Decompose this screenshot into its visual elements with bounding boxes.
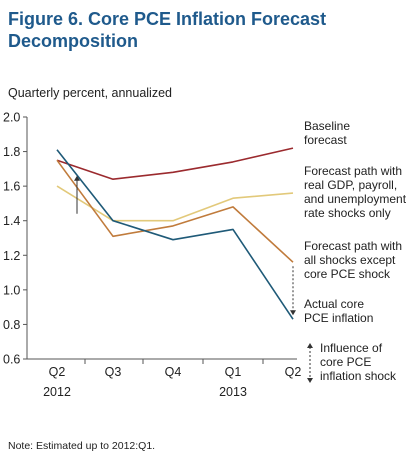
series-label-3: core PCE shock [304, 267, 391, 281]
x-year-label: 2012 [43, 385, 71, 399]
annotation-label: inflation shock [320, 369, 397, 383]
series-line-1 [56, 147, 294, 180]
series-label-1: forecast [304, 133, 347, 147]
annotation-label: Influence of [320, 341, 383, 355]
series-label-2: Forecast path with [304, 164, 402, 178]
y-tick-label: 1.4 [3, 214, 20, 228]
y-tick-label: 0.6 [3, 353, 20, 367]
series-label-1: Baseline [304, 119, 350, 133]
influence-arrow-head [290, 310, 296, 316]
chart-title: Figure 6. Core PCE Inflation Forecast De… [8, 8, 408, 52]
series-label-2: and unemployment [304, 192, 407, 206]
series-label-3: Forecast path with [304, 239, 402, 253]
x-tick-label: Q3 [105, 365, 122, 379]
series-line-2 [56, 185, 294, 222]
legend-arrow-up-head [307, 343, 313, 348]
series-line-3 [56, 159, 294, 263]
y-tick-label: 1.6 [3, 180, 20, 194]
series-label-4: PCE inflation [304, 311, 373, 325]
x-year-label: 2013 [219, 385, 247, 399]
series-label-2: real GDP, payroll, [304, 178, 397, 192]
y-tick-label: 1.2 [3, 249, 20, 263]
y-tick-label: 1.0 [3, 283, 20, 297]
footnote: Note: Estimated up to 2012:Q1. [8, 440, 156, 452]
y-tick-label: 1.8 [3, 145, 20, 159]
series-label-2: rate shocks only [304, 206, 391, 220]
legend-arrow-down-head [307, 378, 313, 383]
chart-title-line2: Decomposition [8, 31, 139, 51]
annotation-label: core PCE [320, 355, 371, 369]
series-line-4 [56, 149, 294, 320]
x-tick-label: Q2 [49, 365, 66, 379]
x-tick-label: Q2 [285, 365, 302, 379]
series-label-3: all shocks except [304, 253, 396, 267]
q2-2012-arrow-head [74, 175, 80, 181]
chart-title-line1: Figure 6. Core PCE Inflation Forecast [8, 9, 327, 29]
x-tick-label: Q1 [225, 365, 242, 379]
series-label-4: Actual core [304, 297, 364, 311]
y-axis-units: Quarterly percent, annualized [8, 86, 172, 100]
x-tick-label: Q4 [165, 365, 182, 379]
y-tick-label: 2.0 [3, 111, 20, 125]
y-tick-label: 0.8 [3, 318, 20, 332]
